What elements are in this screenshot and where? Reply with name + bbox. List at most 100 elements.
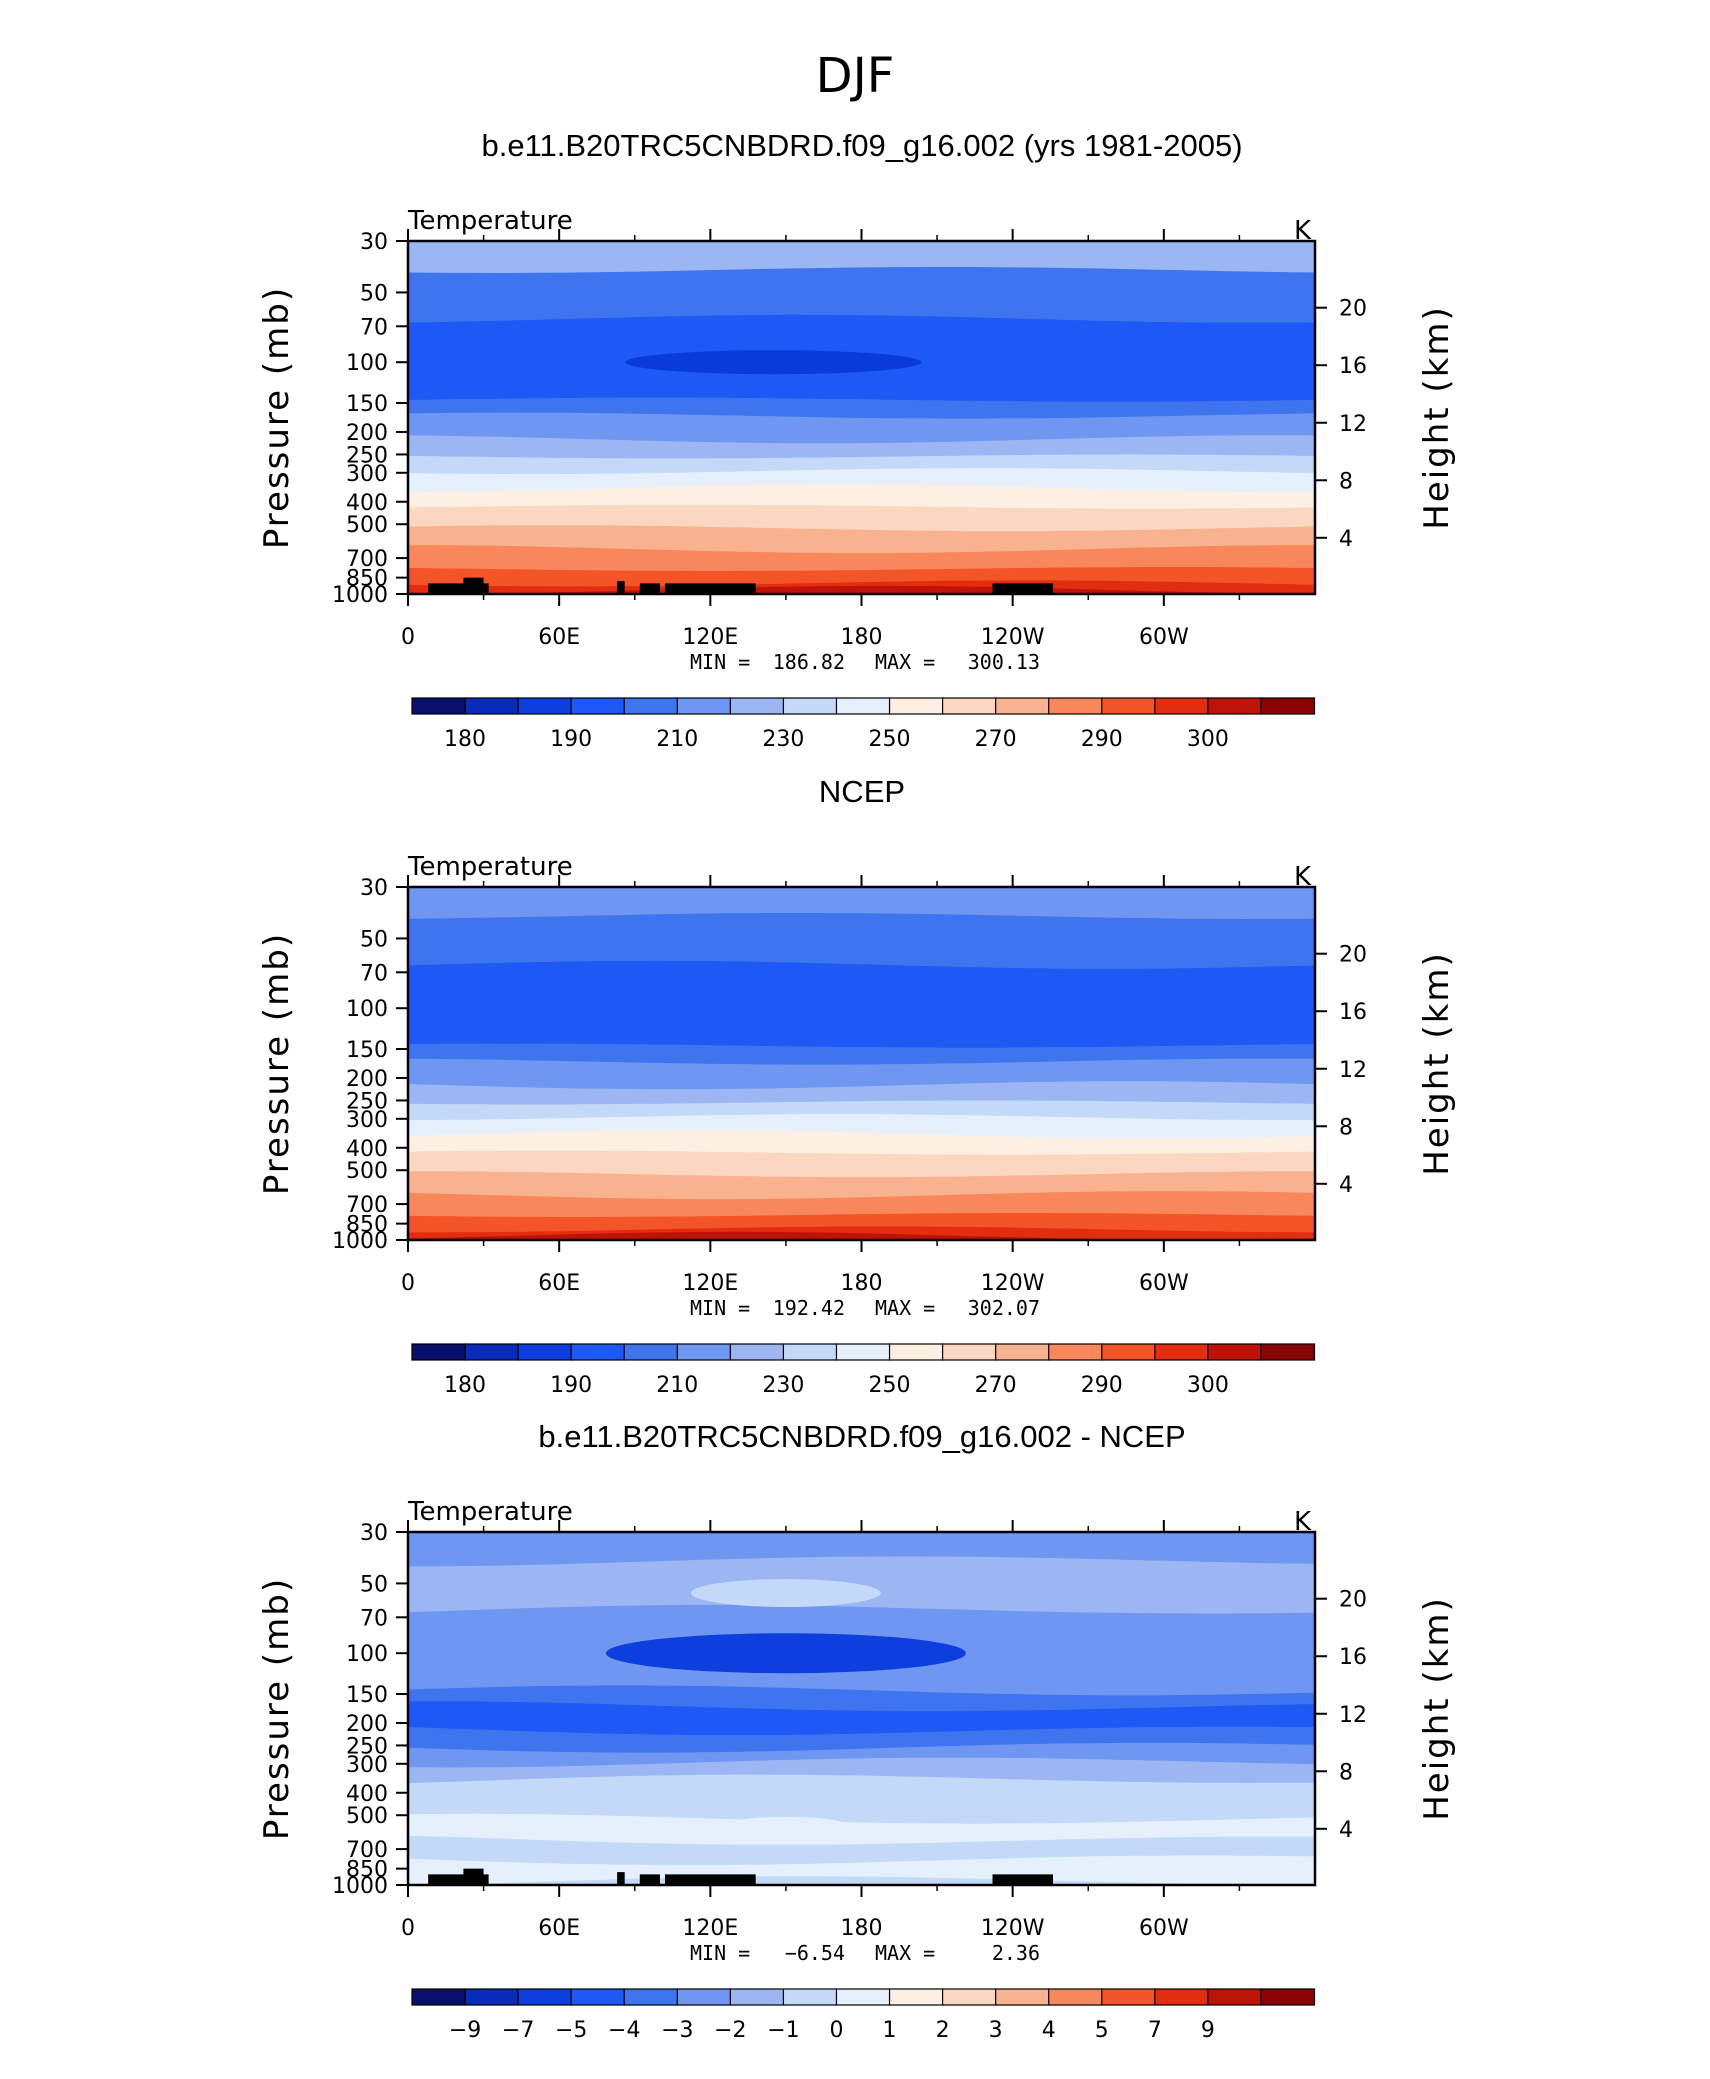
- colorbar-swatch: [411, 1343, 467, 1361]
- topography-mask: [992, 583, 1053, 594]
- contour-field: [408, 887, 1315, 1240]
- y-tick-label: 30: [360, 1521, 388, 1546]
- colorbar-swatch: [1154, 697, 1209, 715]
- colorbar-swatch: [782, 1343, 838, 1361]
- colorbar-label: 190: [550, 1373, 592, 1398]
- colorbar-swatch: [1260, 1343, 1316, 1361]
- y-tick-label: 100: [346, 351, 388, 376]
- min-value: −6.54: [785, 1941, 845, 1965]
- colorbar-label: 1: [883, 2018, 897, 2043]
- y-tick-label: 50: [360, 281, 388, 306]
- y2-tick-label: 16: [1339, 354, 1367, 379]
- colorbar-label: −7: [502, 2018, 534, 2043]
- y-tick-label: 500: [346, 513, 388, 538]
- colorbar-swatch: [623, 697, 679, 715]
- y-tick-label: 1000: [332, 583, 388, 608]
- x-tick-label: 60W: [1139, 625, 1189, 650]
- colorbar-label: 180: [444, 727, 486, 752]
- colorbar-swatch: [835, 1343, 891, 1361]
- x-tick-label: 120W: [981, 1916, 1045, 1941]
- max-value: 302.07: [968, 1296, 1040, 1320]
- colorbar-label: −3: [661, 2018, 693, 2043]
- colorbar-swatch: [1260, 697, 1316, 715]
- y-axis-title: Pressure (mb): [257, 932, 297, 1195]
- max-label: MAX =: [875, 1941, 935, 1965]
- x-tick-label: 60E: [538, 625, 580, 650]
- colorbar-label: 300: [1187, 727, 1229, 752]
- y-tick-label: 200: [346, 421, 388, 446]
- colorbar-label: 3: [989, 2018, 1003, 2043]
- y-tick-label: 30: [360, 876, 388, 901]
- colorbar-swatch: [464, 1343, 520, 1361]
- y-tick-label: 300: [346, 1753, 388, 1778]
- topography-mask: [664, 1874, 756, 1885]
- y2-tick-label: 4: [1339, 527, 1353, 552]
- x-tick-label: 180: [841, 1916, 883, 1941]
- colorbar-swatch: [464, 1988, 520, 2006]
- y2-axis-title: Height (km): [1417, 1596, 1457, 1821]
- colorbar-swatch: [888, 1343, 944, 1361]
- max-value: 300.13: [968, 650, 1040, 674]
- colorbar-label: 210: [656, 1373, 698, 1398]
- cold-core: [605, 1633, 966, 1674]
- colorbar-label: −2: [714, 2018, 746, 2043]
- topography-mask: [428, 583, 489, 594]
- y-tick-label: 250: [346, 1089, 388, 1114]
- colorbar-swatch: [1048, 697, 1103, 715]
- x-tick-label: 0: [401, 1271, 415, 1296]
- colorbar-label: −5: [555, 2018, 587, 2043]
- y-tick-label: 400: [346, 1137, 388, 1162]
- y2-tick-label: 8: [1339, 1760, 1353, 1785]
- cold-core: [625, 350, 922, 375]
- colorbar-swatch: [888, 697, 944, 715]
- colorbar-swatch: [676, 697, 732, 715]
- x-tick-label: 120E: [682, 1916, 738, 1941]
- chart-panel-1: b.e11.B20TRC5CNBDRD.f09_g16.002 (yrs 198…: [257, 128, 1457, 752]
- colorbar-swatch: [1260, 1988, 1316, 2006]
- colorbar-swatch: [411, 697, 467, 715]
- y-tick-label: 850: [346, 1858, 388, 1883]
- colorbar-swatch: [517, 1343, 573, 1361]
- colorbar-label: 290: [1081, 1373, 1123, 1398]
- y2-tick-label: 12: [1339, 412, 1367, 437]
- chart-panel-3: b.e11.B20TRC5CNBDRD.f09_g16.002 - NCEP Te…: [257, 1419, 1457, 2043]
- min-label: MIN =: [690, 1296, 750, 1320]
- topography-mask: [664, 583, 756, 594]
- x-tick-label: 60E: [538, 1916, 580, 1941]
- colorbar: 180 190 210 230 250 270 290 300: [411, 1343, 1316, 1398]
- y-tick-label: 250: [346, 1734, 388, 1759]
- colorbar-label: 290: [1081, 727, 1123, 752]
- colorbar-swatch: [941, 697, 997, 715]
- x-tick-label: 60W: [1139, 1916, 1189, 1941]
- x-tick-label: 120E: [682, 625, 738, 650]
- colorbar-label: 0: [829, 2018, 843, 2043]
- x-tick-label: 120W: [981, 1271, 1045, 1296]
- y2-tick-label: 16: [1339, 1645, 1367, 1670]
- x-tick-label: 180: [841, 1271, 883, 1296]
- colorbar-swatch: [1207, 1343, 1263, 1361]
- y2-tick-label: 16: [1339, 1000, 1367, 1025]
- colorbar-label: 270: [975, 1373, 1017, 1398]
- chart-panel-2: NCEP Temperature K 0 60E 120E 180 120W 60W 30 50 70…: [257, 774, 1457, 1398]
- colorbar-swatch: [1154, 1343, 1209, 1361]
- colorbar-swatch: [1101, 697, 1156, 715]
- colorbar-swatch: [782, 1988, 838, 2006]
- colorbar-swatch: [782, 697, 838, 715]
- units-label: K: [1294, 862, 1312, 892]
- colorbar-swatch: [995, 1988, 1050, 2006]
- y-tick-label: 700: [346, 547, 388, 572]
- colorbar-label: 230: [762, 727, 804, 752]
- contour-band: [408, 1231, 1315, 1240]
- y-tick-label: 50: [360, 927, 388, 952]
- units-label: K: [1294, 1507, 1312, 1537]
- y-tick-label: 700: [346, 1193, 388, 1218]
- x-tick-label: 60E: [538, 1271, 580, 1296]
- colorbar-label: 210: [656, 727, 698, 752]
- y-tick-label: 200: [346, 1067, 388, 1092]
- y-tick-label: 850: [346, 567, 388, 592]
- colorbar-label: −9: [449, 2018, 481, 2043]
- units-label: K: [1294, 216, 1312, 246]
- warm-patch: [725, 1816, 846, 1833]
- y-tick-label: 400: [346, 1782, 388, 1807]
